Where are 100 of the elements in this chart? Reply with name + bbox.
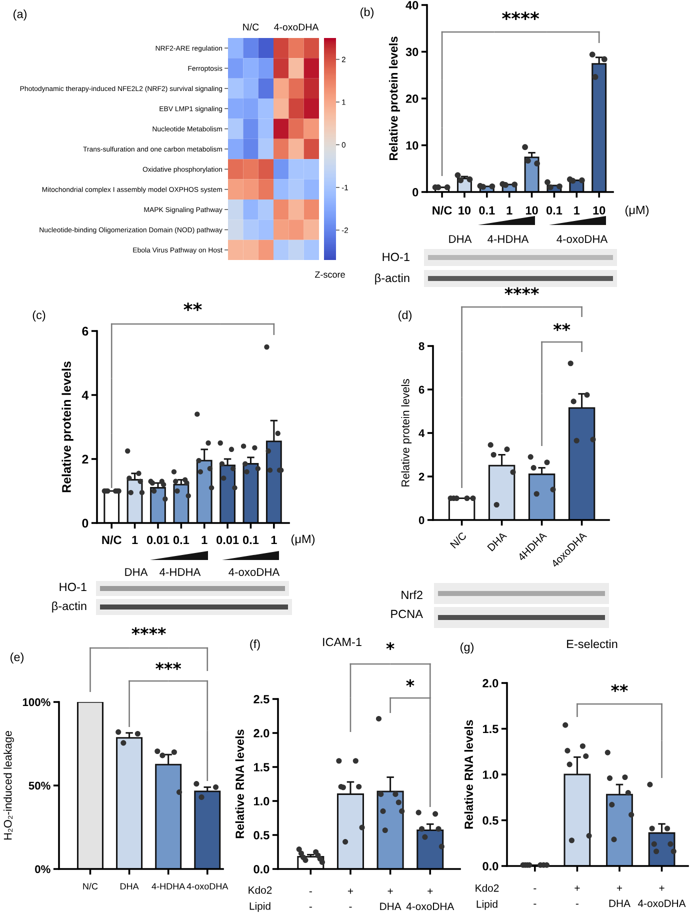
- y-tick-label: 30: [406, 48, 418, 56]
- text: 4-HDHA: [160, 568, 201, 576]
- category-label: + -: [574, 886, 580, 905]
- x-tick-label: 0.1: [479, 206, 495, 215]
- text: (f): [250, 639, 260, 650]
- y-tick-label: 4: [418, 429, 425, 438]
- y-tick-label: 2.5: [254, 695, 270, 704]
- x-tick-label: 1: [202, 536, 208, 544]
- y-tick-label: 8: [418, 342, 424, 350]
- y-tick-label: 40: [406, 1, 418, 10]
- text: 4-HDHA: [488, 235, 529, 243]
- y-tick-label: 0.5: [482, 816, 498, 825]
- text: Nrf2: [402, 590, 422, 600]
- y-tick-label: 10: [406, 141, 418, 150]
- x-tick-label: + DHA: [609, 886, 630, 907]
- y-tick-label: 2: [82, 454, 88, 464]
- y-tick-label: 0: [418, 516, 424, 524]
- y-tick-label: 0.5: [254, 831, 270, 840]
- x-tick-label: N/C: [102, 536, 122, 544]
- y-axis-title: Relative protein levels: [388, 36, 400, 160]
- y-tick-label: 0: [82, 518, 88, 528]
- chart-title: ICAM-1: [323, 638, 362, 646]
- text: ****: [504, 287, 539, 295]
- text: Kdo2: [476, 884, 499, 892]
- y-tick-label: 50%: [28, 782, 50, 790]
- x-tick-label: 0.01: [216, 536, 239, 544]
- y-tick-label: 2: [418, 472, 424, 481]
- text: ****: [132, 627, 166, 635]
- x-tick-label: DHA: [120, 883, 139, 890]
- y-tick-label: 1.5: [483, 724, 498, 734]
- y-axis-title: Relative protein levels: [62, 362, 74, 492]
- x-tick-label: 10: [593, 206, 606, 215]
- y-axis-title: Relative RNA levels: [235, 730, 244, 838]
- category-label: - -: [309, 891, 312, 908]
- x-tick-label: + DHA: [380, 888, 402, 910]
- y-axis-title: Relative protein levels: [401, 379, 412, 486]
- x-tick-label: 0.1: [546, 206, 562, 215]
- text: HO-1: [382, 252, 410, 262]
- x-tick-label: 0.1: [173, 536, 190, 544]
- x-tick-label: 1: [271, 536, 277, 544]
- y-axis-title: H₂O₂-induced leakage: [4, 731, 14, 840]
- text: β-actin: [375, 273, 410, 284]
- y-tick-label: 0: [412, 188, 418, 196]
- y-axis-title: Relative RNA levels: [464, 720, 473, 829]
- text: Lipid: [250, 902, 270, 912]
- x-tick-label: 1: [574, 206, 580, 214]
- y-tick-label: 1.0: [254, 797, 270, 806]
- x-tick-label: N/C: [432, 206, 452, 215]
- text: **: [184, 302, 202, 311]
- x-tick-label: 1: [132, 536, 138, 544]
- y-tick-label: 20: [406, 94, 418, 103]
- text: **: [553, 323, 570, 331]
- text: HO-1: [60, 582, 86, 592]
- text: (e): [10, 652, 24, 664]
- text: β-actin: [52, 601, 86, 613]
- x-tick-label: N/C: [450, 531, 467, 549]
- y-tick-label: 4: [82, 390, 89, 400]
- x-tick-label: + 4-oxoDHA: [406, 888, 454, 910]
- text: (μM): [291, 534, 315, 546]
- text: Lipid: [476, 900, 498, 910]
- text: *: [386, 642, 394, 650]
- text: 4-oxoDHA: [228, 568, 280, 576]
- x-tick-label: 0.01: [146, 536, 170, 544]
- y-tick-label: 1.0: [483, 770, 498, 779]
- x-tick-label: + 4-oxoDHA: [638, 886, 686, 908]
- category-label: - -: [534, 888, 536, 905]
- y-tick-label: 100%: [22, 698, 50, 706]
- text: (c): [32, 310, 46, 322]
- y-tick-label: 6: [418, 386, 424, 394]
- text: ***: [156, 662, 182, 670]
- y-tick-label: 2.0: [482, 679, 498, 688]
- y-tick-label: 6: [82, 326, 88, 336]
- y-tick-label: 0.0: [254, 865, 270, 874]
- x-tick-label: 4-oxoDHA: [186, 883, 228, 890]
- x-tick-label: N/C: [243, 23, 259, 31]
- y-tick-label: 0%: [35, 865, 50, 874]
- chart-title: E-selectin: [567, 639, 618, 648]
- y-tick-label: 2.0: [254, 729, 270, 738]
- text: DHA: [125, 568, 148, 576]
- annotation: **: [611, 684, 628, 692]
- text: (g): [460, 642, 474, 654]
- text: (a): [14, 10, 26, 20]
- annotation: ****: [502, 12, 540, 20]
- x-tick-label: 10: [526, 206, 538, 215]
- x-tick-label: N/C: [83, 882, 98, 890]
- y-tick-label: 0.0: [482, 862, 498, 870]
- text: 4-oxoDHA: [556, 235, 608, 243]
- text: (b): [360, 8, 374, 18]
- text: *: [406, 679, 414, 687]
- text: (μM): [625, 205, 649, 216]
- x-tick-label: 10: [458, 206, 471, 215]
- text: Kdo2: [248, 886, 272, 894]
- x-tick-label: 1: [506, 206, 512, 214]
- text: DHA: [449, 235, 472, 243]
- x-tick-label: 0.1: [243, 536, 259, 544]
- text: (d): [398, 310, 412, 322]
- category-label: + -: [348, 888, 354, 908]
- y-tick-label: 1.5: [254, 763, 270, 772]
- color-bar-title: Z-score: [314, 271, 345, 278]
- x-tick-label: 4-HDHA: [152, 883, 186, 890]
